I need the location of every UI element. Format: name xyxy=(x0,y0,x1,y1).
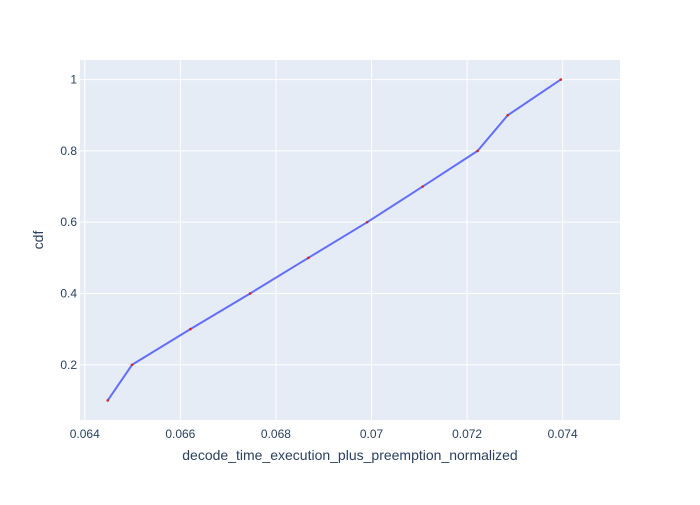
x-tick-label: 0.074 xyxy=(548,427,578,441)
data-point xyxy=(559,78,563,81)
data-point xyxy=(130,363,134,367)
data-point xyxy=(365,220,369,224)
data-point xyxy=(476,149,479,153)
y-axis-title: cdf xyxy=(30,231,46,250)
data-point xyxy=(307,256,310,260)
y-tick-label: 0.4 xyxy=(60,286,77,300)
x-tick-label: 0.07 xyxy=(360,427,384,441)
data-point xyxy=(248,292,252,295)
series-layer xyxy=(106,78,563,402)
y-tick-label: 0.8 xyxy=(60,144,77,158)
x-tick-label: 0.072 xyxy=(452,427,482,441)
x-tick-label: 0.068 xyxy=(261,427,291,441)
cdf-series-line xyxy=(106,78,562,401)
data-point xyxy=(189,327,192,331)
x-axis-title: decode_time_execution_plus_preemption_no… xyxy=(182,447,517,463)
data-point xyxy=(421,185,424,188)
x-tick-label: 0.064 xyxy=(70,427,100,441)
grid-lines xyxy=(80,60,620,420)
tick-labels: 0.064 0.066 0.068 0.07 0.072 0.074 0.2 0.4 0.6 0.… xyxy=(60,73,578,441)
y-tick-label: 0.6 xyxy=(60,215,77,229)
data-point xyxy=(506,113,509,117)
x-tick-label: 0.066 xyxy=(165,427,195,441)
data-point xyxy=(106,399,110,402)
y-tick-label: 0.2 xyxy=(60,358,77,372)
y-tick-label: 1 xyxy=(70,73,77,87)
plot-area xyxy=(80,60,620,420)
